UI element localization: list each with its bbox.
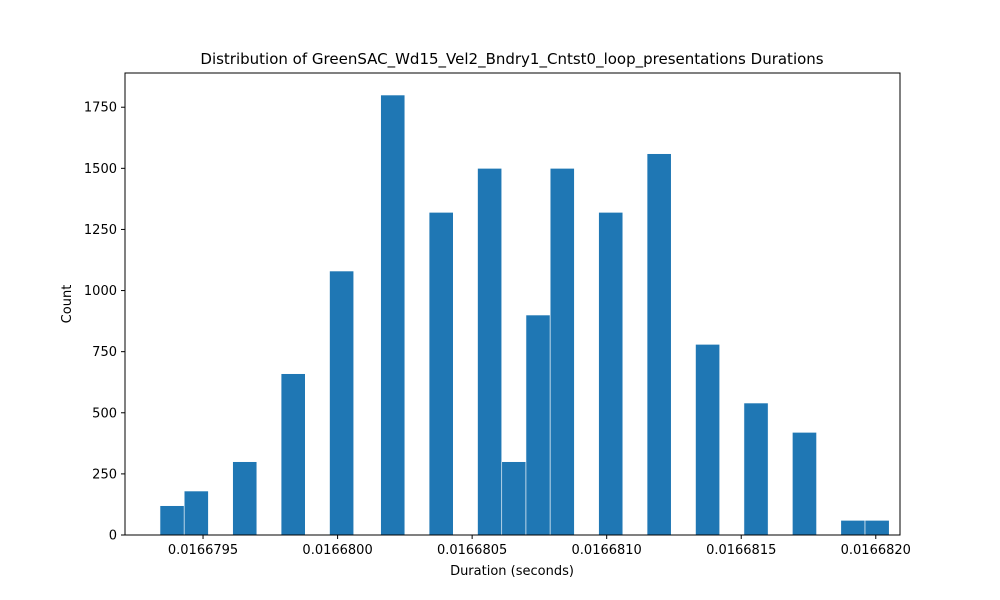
y-axis-label: Count bbox=[60, 285, 75, 324]
x-axis-ticks: 0.0166795 0.0166800 0.0166805 0.0166810 0.01… bbox=[168, 535, 911, 558]
bars-group bbox=[159, 94, 890, 536]
y-tick-label: 1000 bbox=[84, 284, 117, 299]
y-tick-label: 1500 bbox=[84, 162, 117, 177]
plot-frame bbox=[124, 72, 901, 536]
y-axis-ticks: 0 250 500 750 1000 1250 1500 1750 bbox=[84, 101, 125, 544]
histogram-bar bbox=[743, 402, 769, 536]
chart-title: Distribution of GreenSAC_Wd15_Vel2_Bndry… bbox=[200, 50, 823, 69]
x-axis-label: Duration (seconds) bbox=[450, 564, 574, 579]
histogram-bar bbox=[549, 168, 575, 536]
histogram-bar bbox=[159, 505, 185, 536]
histogram-bar bbox=[232, 461, 258, 536]
histogram-bar bbox=[525, 314, 551, 536]
y-tick-label: 1250 bbox=[84, 223, 117, 238]
histogram-bar bbox=[329, 270, 355, 536]
histogram-bar bbox=[646, 153, 672, 536]
histogram-bar bbox=[477, 168, 503, 536]
x-tick-label: 0.0166815 bbox=[706, 543, 776, 558]
histogram-bar bbox=[792, 432, 817, 536]
x-tick-label: 0.0166810 bbox=[572, 543, 642, 558]
histogram-bar bbox=[864, 520, 890, 536]
y-tick-label: 250 bbox=[92, 467, 117, 482]
histogram-bar bbox=[501, 461, 527, 536]
histogram-bar bbox=[380, 94, 406, 536]
y-tick-label: 1750 bbox=[84, 101, 117, 116]
histogram-bar bbox=[280, 373, 306, 536]
x-tick-label: 0.0166795 bbox=[168, 543, 238, 558]
histogram-bar bbox=[695, 344, 721, 536]
y-tick-label: 0 bbox=[109, 529, 117, 544]
x-tick-label: 0.0166800 bbox=[302, 543, 372, 558]
histogram-bar bbox=[428, 212, 454, 536]
y-tick-label: 500 bbox=[92, 406, 117, 421]
histogram-bar bbox=[840, 520, 866, 536]
histogram-bar bbox=[183, 490, 209, 536]
x-tick-label: 0.0166805 bbox=[437, 543, 507, 558]
histogram-bar bbox=[598, 212, 624, 536]
x-tick-label: 0.0166820 bbox=[841, 543, 911, 558]
y-tick-label: 750 bbox=[92, 345, 117, 360]
